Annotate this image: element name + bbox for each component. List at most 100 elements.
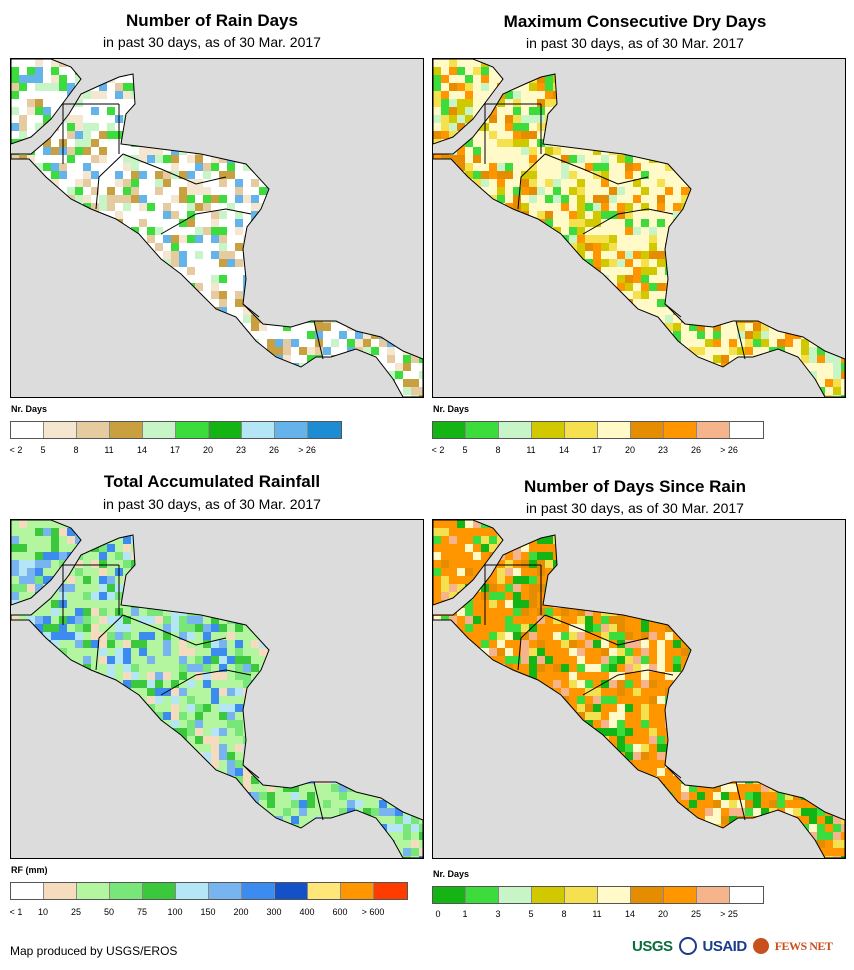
country-borders	[62, 564, 324, 821]
legend-swatch	[565, 422, 598, 438]
legend-swatch	[209, 883, 242, 899]
coastline	[11, 520, 82, 606]
legend-label: Nr. Days	[433, 869, 470, 879]
legend-tick: 23	[235, 445, 247, 455]
panel-subtitle: in past 30 days, as of 30 Mar. 2017	[526, 500, 744, 516]
fewsnet-logo: FEWS NET	[774, 938, 833, 953]
legend-tick: 400	[299, 907, 315, 917]
legend-swatch	[598, 887, 631, 903]
legend-swatch	[110, 422, 143, 438]
legend-tick: 14	[136, 445, 148, 455]
legend-label: Nr. Days	[433, 404, 470, 414]
legend-tick: 1	[462, 909, 468, 919]
legend-tick: 26	[268, 445, 280, 455]
legend-tick: 20	[657, 909, 669, 919]
legend-swatch	[532, 422, 565, 438]
legend-tick: < 2	[9, 445, 23, 455]
legend-tick: 17	[591, 445, 603, 455]
coastline	[433, 534, 845, 858]
legend-swatch	[242, 422, 275, 438]
legend-swatch	[143, 422, 176, 438]
legend-swatch	[341, 883, 374, 899]
legend-swatch	[499, 422, 532, 438]
legend-swatch	[44, 422, 77, 438]
country-borders	[484, 103, 746, 360]
legend-label: RF (mm)	[11, 865, 48, 875]
legend-tick: 26	[690, 445, 702, 455]
panel-rain-days: Number of Rain Days in past 30 days, as …	[0, 0, 424, 460]
coastline	[433, 73, 845, 397]
legend-tick: 8	[495, 445, 501, 455]
coastline	[11, 73, 423, 397]
panel-title: Number of Days Since Rain	[523, 477, 746, 496]
legend-tick: 300	[266, 907, 282, 917]
legend-tick: 11	[104, 445, 114, 455]
usaid-seal-icon	[678, 937, 697, 955]
coastline	[433, 59, 504, 145]
panel-title: Total Accumulated Rainfall	[103, 472, 321, 491]
legend-tick: 14	[558, 445, 570, 455]
legend-tick: > 26	[298, 445, 316, 455]
legend-tick: 3	[495, 909, 501, 919]
legend-tick: 20	[624, 445, 636, 455]
legend-swatch	[275, 883, 308, 899]
legend-swatch	[433, 887, 466, 903]
legend-swatch	[209, 422, 242, 438]
legend-swatch	[466, 422, 499, 438]
coastline	[11, 59, 82, 145]
coastline	[433, 520, 504, 606]
usaid-logo: USAID	[702, 937, 748, 955]
legend-tick: 8	[73, 445, 79, 455]
legend-swatch	[433, 422, 466, 438]
legend-swatch	[697, 887, 730, 903]
legend-ticks: < 2 5 8 11 14 17 20 23 26 > 26	[10, 445, 340, 457]
legend-tick: 11	[592, 909, 602, 919]
panel-max-dry-days: Maximum Consecutive Dry Days in past 30 …	[423, 0, 847, 460]
legend-swatch	[308, 422, 341, 438]
legend-tick: > 600	[361, 907, 385, 917]
map-total-rainfall[interactable]	[10, 519, 424, 859]
legend-swatch	[664, 422, 697, 438]
panel-days-since-rain: Number of Days Since Rain in past 30 day…	[423, 466, 847, 926]
usgs-logo: USGS	[632, 937, 673, 955]
map-max-dry-days[interactable]	[432, 58, 846, 398]
legend-tick: 14	[624, 909, 636, 919]
map-rain-days[interactable]	[10, 58, 424, 398]
legend-tick: 25	[70, 907, 82, 917]
legend-swatch	[275, 422, 308, 438]
panel-total-rainfall: Total Accumulated Rainfall in past 30 da…	[0, 466, 424, 926]
legend-tick: 5	[462, 445, 468, 455]
legend-tick: 200	[233, 907, 249, 917]
legend-swatch	[242, 883, 275, 899]
legend-colorbar	[432, 421, 764, 439]
legend-tick: 23	[657, 445, 669, 455]
legend-colorbar	[10, 882, 408, 900]
legend-tick: 0	[435, 909, 441, 919]
legend-swatch	[110, 883, 143, 899]
legend-swatch	[532, 887, 565, 903]
legend-swatch	[631, 887, 664, 903]
legend-swatch	[11, 422, 44, 438]
map-days-since-rain[interactable]	[432, 519, 846, 859]
legend-tick: < 1	[9, 907, 23, 917]
legend-ticks: < 2 5 8 11 14 17 20 23 26 > 26	[432, 445, 762, 457]
legend-tick: 100	[167, 907, 183, 917]
legend-swatch	[11, 883, 44, 899]
legend-tick: > 25	[720, 909, 738, 919]
legend-tick: 25	[690, 909, 702, 919]
legend-swatch	[308, 883, 341, 899]
legend-swatch	[466, 887, 499, 903]
legend-swatch	[730, 887, 763, 903]
fews-icon	[752, 938, 769, 954]
legend-ticks: 0 1 3 5 8 11 14 20 25 > 25	[432, 909, 762, 921]
legend-tick: 5	[528, 909, 534, 919]
legend-swatch	[77, 883, 110, 899]
legend-tick: 17	[169, 445, 181, 455]
panel-title: Maximum Consecutive Dry Days	[503, 12, 767, 31]
legend-tick: 11	[526, 445, 536, 455]
agency-logos: USGS USAID FEWS NET	[632, 932, 844, 960]
legend-swatch	[631, 422, 664, 438]
legend-tick: 150	[200, 907, 216, 917]
legend-swatch	[143, 883, 176, 899]
legend-tick: 75	[136, 907, 148, 917]
